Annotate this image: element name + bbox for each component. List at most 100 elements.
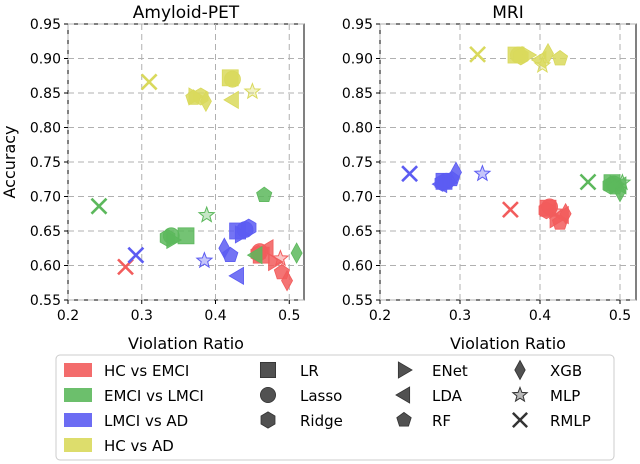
legend-swatch-hc-vs-emci (64, 363, 92, 377)
tick-label-x-amyloid-pet-0: 0.2 (57, 308, 79, 324)
point-mri-hc-vs-ad-mlp (533, 56, 552, 74)
legend-label-rf: RF (432, 412, 451, 430)
legend-label-xgb: XGB (550, 362, 582, 380)
point-mri-lmci-vs-ad-xgb (450, 161, 462, 184)
legend-items: HC vs EMCI EMCI vs LMCI LMCI vs AD HC vs AD… (64, 359, 591, 455)
ticks-mri: 0.55 0.60 0.65 0.70 0.75 0.80 0.85 0.90 0.95 0.2 0… (342, 17, 631, 324)
tick-label-y-amyloid-pet-6: 0.85 (30, 86, 61, 102)
legend-marker-xgb (514, 359, 526, 381)
point-amyloid-pet-emci-vs-lmci-xgb (290, 242, 303, 264)
point-amyloid-pet-lmci-vs-ad-xgb (218, 237, 231, 260)
legend-swatch-hc-vs-ad (64, 438, 92, 452)
point-amyloid-pet-emci-vs-lmci-enet (166, 230, 183, 250)
point-amyloid-pet-hc-vs-emci-lda (257, 239, 274, 258)
tick-label-y-mri-4: 0.75 (342, 155, 373, 171)
legend-label-hc-vs-ad: HC vs AD (104, 437, 174, 455)
tick-label-y-mri-7: 0.90 (342, 52, 373, 68)
panel-amyloid-pet: 0.55 0.60 0.65 0.70 0.75 0.80 0.85 0.90 0.95 0.2 0… (30, 3, 305, 353)
tick-label-x-amyloid-pet-1: 0.3 (131, 308, 153, 324)
legend-marker-enet (397, 361, 413, 379)
point-amyloid-pet-emci-vs-lmci-rf (256, 186, 273, 203)
tick-label-y-amyloid-pet-2: 0.65 (30, 224, 61, 240)
point-mri-hc-vs-ad-xgb (542, 42, 554, 65)
point-amyloid-pet-hc-vs-ad-rf (185, 89, 202, 105)
legend-swatch-emci-vs-lmci (64, 388, 92, 402)
tick-label-y-amyloid-pet-3: 0.70 (30, 190, 61, 206)
point-amyloid-pet-hc-vs-ad-rmlp (140, 73, 158, 91)
point-mri-emci-vs-lmci-rmlp (579, 173, 597, 191)
tick-label-y-mri-5: 0.80 (342, 121, 373, 137)
tick-label-y-mri-0: 0.55 (342, 293, 373, 309)
tick-label-y-mri-3: 0.70 (342, 190, 373, 206)
marks-mri (401, 42, 632, 230)
point-amyloid-pet-hc-vs-emci-enet (268, 252, 284, 272)
tick-label-x-mri-0: 0.2 (369, 308, 391, 324)
tick-label-y-amyloid-pet-0: 0.55 (30, 293, 61, 309)
point-mri-hc-vs-emci-rmlp (501, 201, 519, 219)
tick-label-x-mri-3: 0.5 (609, 308, 631, 324)
tick-label-y-mri-6: 0.85 (342, 86, 373, 102)
legend-label-enet: ENet (432, 362, 468, 380)
panel-title-mri: MRI (492, 3, 524, 23)
legend-marker-rmlp (512, 412, 528, 428)
x-axis-label-amyloid-pet: Violation Ratio (128, 334, 244, 353)
point-amyloid-pet-hc-vs-ad-mlp (243, 82, 262, 100)
point-amyloid-pet-emci-vs-lmci-lr (177, 227, 195, 245)
tick-label-y-mri-1: 0.60 (342, 259, 373, 275)
point-amyloid-pet-lmci-vs-ad-rmlp (127, 246, 145, 264)
point-amyloid-pet-hc-vs-ad-lda (223, 90, 239, 110)
legend-marker-lda (395, 386, 411, 404)
point-amyloid-pet-lmci-vs-ad-lda (228, 266, 244, 286)
panel-title-amyloid-pet: Amyloid-PET (133, 3, 240, 23)
legend-label-ridge: Ridge (300, 412, 343, 430)
tick-label-y-amyloid-pet-1: 0.60 (30, 259, 61, 275)
point-amyloid-pet-hc-vs-emci-mlp (271, 249, 290, 267)
panel-mri: 0.55 0.60 0.65 0.70 0.75 0.80 0.85 0.90 0.95 0.2 0… (342, 3, 637, 353)
legend-frame (55, 354, 615, 461)
legend-marker-ridge (260, 411, 276, 429)
point-mri-hc-vs-emci-mlp (545, 202, 564, 220)
legend-label-lasso: Lasso (300, 387, 342, 405)
ticks-amyloid-pet: 0.55 0.60 0.65 0.70 0.75 0.80 0.85 0.90 0.95 0.2 0… (30, 17, 301, 324)
legend-label-lr: LR (300, 362, 319, 380)
point-mri-hc-vs-ad-rmlp (469, 45, 487, 63)
point-amyloid-pet-emci-vs-lmci-lda (246, 245, 263, 265)
tick-label-y-amyloid-pet-5: 0.80 (30, 121, 61, 137)
grid-amyloid-pet (67, 23, 304, 301)
tick-label-x-mri-1: 0.3 (449, 308, 471, 324)
legend-swatch-lmci-vs-ad (64, 413, 92, 427)
point-amyloid-pet-hc-vs-ad-xgb (199, 90, 212, 113)
point-amyloid-pet-lmci-vs-ad-enet (234, 225, 251, 244)
legend: HC vs EMCI EMCI vs LMCI LMCI vs AD HC vs AD… (55, 354, 615, 461)
legend-label-lda: LDA (432, 387, 463, 405)
legend-label-rmlp: RMLP (550, 412, 591, 430)
tick-label-y-amyloid-pet-4: 0.75 (30, 155, 61, 171)
legend-label-mlp: MLP (550, 387, 580, 405)
point-mri-hc-vs-ad-rf (551, 50, 569, 66)
legend-label-emci-vs-lmci: EMCI vs LMCI (104, 387, 204, 405)
x-axis-label-mri: Violation Ratio (450, 334, 566, 353)
tick-label-y-amyloid-pet-7: 0.90 (30, 52, 61, 68)
point-mri-lmci-vs-ad-rmlp (401, 165, 419, 183)
tick-label-y-mri-8: 0.95 (342, 17, 373, 33)
legend-marker-lasso (259, 386, 276, 403)
point-amyloid-pet-emci-vs-lmci-mlp (197, 205, 216, 223)
y-axis-label: Accuracy (0, 125, 19, 198)
axes-frame-mri (379, 23, 637, 301)
point-amyloid-pet-hc-vs-ad-lasso (224, 70, 241, 88)
legend-marker-mlp (511, 385, 529, 403)
point-amyloid-pet-emci-vs-lmci-rmlp (90, 197, 108, 215)
legend-label-hc-vs-emci: HC vs EMCI (104, 362, 189, 380)
tick-label-x-amyloid-pet-3: 0.5 (278, 308, 300, 324)
tick-label-x-amyloid-pet-2: 0.4 (204, 308, 226, 324)
point-amyloid-pet-lmci-vs-ad-mlp (195, 251, 214, 269)
tick-label-x-mri-2: 0.4 (529, 308, 551, 324)
marks-amyloid-pet (90, 69, 303, 292)
tick-label-y-mri-2: 0.65 (342, 224, 373, 240)
point-mri-hc-vs-ad-enet (521, 45, 538, 65)
point-amyloid-pet-hc-vs-emci-xgb (281, 269, 293, 292)
point-mri-lmci-vs-ad-mlp (473, 164, 492, 182)
legend-marker-rf (396, 411, 412, 427)
tick-label-y-amyloid-pet-8: 0.95 (30, 17, 61, 33)
